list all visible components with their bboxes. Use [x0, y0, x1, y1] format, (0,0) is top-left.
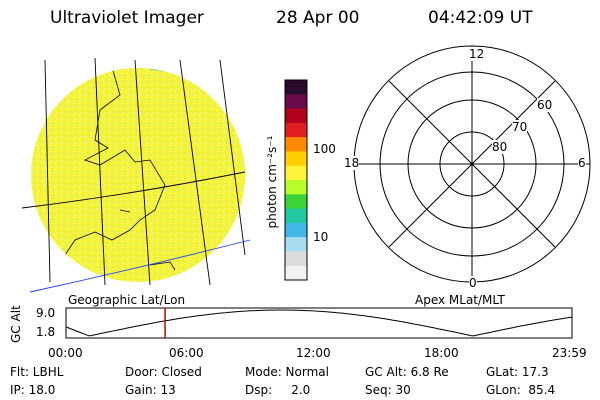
- altitude-curve: [65, 309, 573, 337]
- colorbar-segment: [285, 137, 307, 152]
- altitude-xtick-2359: 23:59: [552, 346, 587, 360]
- colorbar-segment: [285, 237, 307, 252]
- colorbar-tick-10: 10: [313, 230, 329, 244]
- colorbar-frame: [284, 79, 308, 281]
- info-door: Door: Closed: [125, 365, 202, 379]
- colorbar-tick-100: 100: [313, 142, 336, 156]
- lat-label-80: 80: [492, 140, 508, 154]
- info-glon: GLon: 85.4: [486, 383, 556, 397]
- lat-lon-grid: [21, 57, 251, 293]
- altitude-xtick-1200: 12:00: [296, 346, 331, 360]
- altitude-plot: [65, 307, 573, 339]
- mlt-label-18: 18: [344, 156, 360, 170]
- info-flt: Flt: LBHL: [10, 365, 64, 379]
- lat-label-70: 70: [512, 120, 528, 134]
- altitude-xtick-1800: 18:00: [424, 346, 459, 360]
- info-mode: Mode: Normal: [245, 365, 329, 379]
- colorbar-segment: [285, 165, 307, 181]
- uv-image-disc: [31, 68, 245, 282]
- lat-label-60: 60: [537, 98, 553, 112]
- colorbar-segment: [285, 265, 307, 281]
- colorbar-segment: [285, 194, 307, 210]
- info-dsp: Dsp: 2.0: [245, 383, 311, 397]
- instrument-title: Ultraviolet Imager: [50, 8, 204, 28]
- altitude-ylabel: GC Alt: [9, 305, 23, 343]
- colorbar-segment: [285, 122, 307, 138]
- info-seq: Seq: 30: [365, 383, 411, 397]
- colorbar-segment: [285, 208, 307, 224]
- colorbar: [284, 79, 308, 281]
- info-ip: IP: 18.0: [10, 383, 56, 397]
- colorbar-segment: [285, 108, 307, 124]
- date-label: 28 Apr 00: [276, 8, 360, 28]
- info-gc-alt: GC Alt: 6.8 Re: [365, 365, 449, 379]
- info-glat: GLat: 17.3: [486, 365, 549, 379]
- altitude-xtick-0600: 06:00: [169, 346, 204, 360]
- polar-diagonal-2: [388, 80, 556, 248]
- info-gain: Gain: 13: [125, 383, 176, 397]
- altitude-plot-frame: [65, 307, 573, 339]
- mlt-label-6: 6: [578, 156, 586, 170]
- colorbar-segment: [285, 222, 307, 238]
- mlt-label-0: 0: [469, 276, 477, 290]
- colorbar-segment: [285, 80, 307, 95]
- time-label: 04:42:09 UT: [428, 8, 533, 28]
- colorbar-segment: [285, 151, 307, 167]
- colorbar-segment: [285, 251, 307, 267]
- altitude-ytick-9: 9.0: [36, 306, 56, 320]
- altitude-ytick-1-8: 1.8: [36, 325, 56, 339]
- mlt-label-12: 12: [468, 47, 486, 61]
- polar-plot-label: Apex MLat/MLT: [415, 293, 505, 307]
- left-map-label: Geographic Lat/Lon: [68, 293, 186, 307]
- colorbar-segment: [285, 180, 307, 195]
- colorbar-segment: [285, 94, 307, 110]
- altitude-xtick-0000: 00:00: [48, 346, 83, 360]
